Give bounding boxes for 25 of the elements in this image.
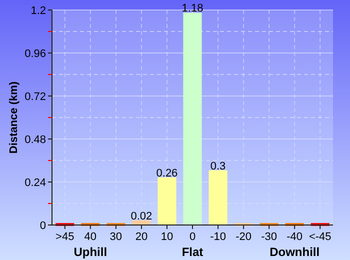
x-tick-label: -20 bbox=[236, 231, 252, 243]
x-tick-label: <-45 bbox=[308, 231, 332, 243]
data-label: 1.18 bbox=[182, 2, 204, 15]
x-tick-label: -30 bbox=[261, 231, 278, 243]
x-tick-label: 10 bbox=[160, 231, 174, 243]
y-axis-title: Distance (km) bbox=[8, 81, 20, 154]
y-tick-label: 1.2 bbox=[30, 5, 46, 17]
x-tick-label: >45 bbox=[56, 231, 74, 243]
text: Downhill bbox=[270, 245, 320, 259]
data-label: 0.26 bbox=[156, 167, 178, 180]
y-tick-label: 0.48 bbox=[24, 134, 46, 146]
y-tick-label: 0.96 bbox=[24, 48, 46, 60]
data-label: 0.3 bbox=[210, 160, 226, 172]
text: Flat bbox=[182, 245, 204, 259]
x-tick-label: -40 bbox=[286, 231, 303, 243]
x-tick-label: 40 bbox=[84, 231, 97, 243]
data-label: 0.02 bbox=[130, 210, 152, 222]
y-tick-label: 0.24 bbox=[24, 177, 46, 189]
y-tick-label: 0.72 bbox=[24, 91, 46, 103]
text: Uphill bbox=[74, 245, 108, 259]
x-tick-label: 0 bbox=[189, 231, 196, 243]
x-tick-label: 30 bbox=[110, 231, 122, 243]
x-tick-label: 20 bbox=[135, 231, 148, 243]
y-tick-label: 0 bbox=[40, 220, 46, 232]
x-tick-label: -10 bbox=[210, 231, 226, 243]
